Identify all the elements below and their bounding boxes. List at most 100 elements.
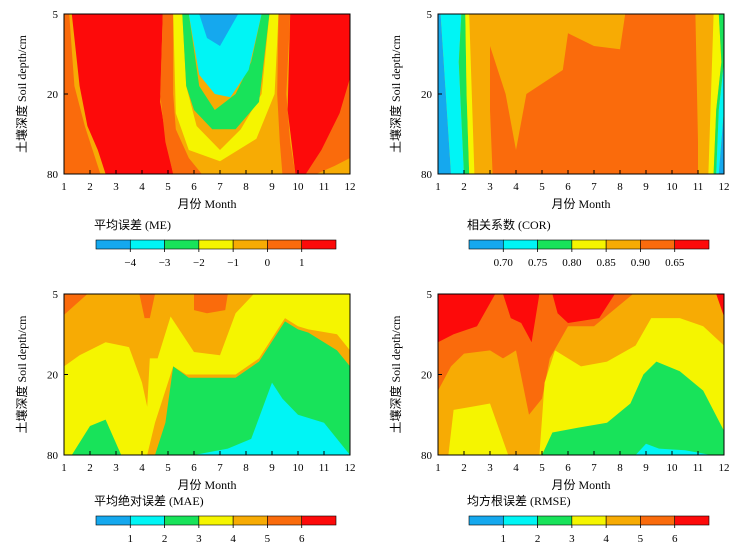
rmse-x-tick-label: 4 xyxy=(513,462,519,474)
cor-legend-swatch xyxy=(502,239,538,250)
cor-x-tick-label: 10 xyxy=(667,181,679,193)
cor-x-tick-label: 7 xyxy=(591,181,597,193)
me-legend-swatch xyxy=(129,239,165,250)
rmse-y-axis-label: 土壤深度 Soil depth/cm xyxy=(388,315,403,434)
mae-legend-label: 3 xyxy=(196,533,202,545)
mae-y-axis-label: 土壤深度 Soil depth/cm xyxy=(14,315,29,434)
rmse-legend-label: 5 xyxy=(638,533,644,545)
me-x-tick-label: 4 xyxy=(139,181,145,193)
mae-x-tick-label: 9 xyxy=(269,462,275,474)
me-x-tick-label: 12 xyxy=(345,181,356,193)
me-x-tick-label: 1 xyxy=(61,181,67,193)
cor-x-tick-label: 11 xyxy=(693,181,704,193)
rmse-x-tick-label: 8 xyxy=(617,462,623,474)
me-legend-swatch xyxy=(95,239,131,250)
me-legend-label: 1 xyxy=(299,257,305,269)
me-x-axis-label: 月份 Month xyxy=(177,197,236,211)
cor-y-tick-label: 20 xyxy=(421,89,433,101)
cor-x-tick-label: 8 xyxy=(617,181,623,193)
cor-contour-region-3 xyxy=(458,14,470,174)
me-x-tick-label: 10 xyxy=(293,181,305,193)
me-x-tick-label: 8 xyxy=(243,181,249,193)
rmse-contour-region-2 xyxy=(438,294,496,343)
me-x-tick-label: 11 xyxy=(319,181,330,193)
rmse-contour-region-8 xyxy=(542,361,724,455)
mae-legend-swatch xyxy=(198,515,234,526)
rmse-legend-swatch xyxy=(640,515,676,526)
mae-x-tick-label: 1 xyxy=(61,462,67,474)
me-contour-region-9 xyxy=(277,14,296,174)
me-legend-swatch xyxy=(198,239,234,250)
mae-legend-swatch xyxy=(267,515,303,526)
rmse-x-tick-label: 7 xyxy=(591,462,597,474)
cor-legend-label: 0.65 xyxy=(665,257,685,269)
rmse-x-tick-label: 3 xyxy=(487,462,493,474)
cor-contour-region-8 xyxy=(716,62,724,174)
rmse-legend-swatch xyxy=(605,515,641,526)
mae-legend-swatch xyxy=(164,515,200,526)
rmse-legend-swatch xyxy=(571,515,607,526)
me-x-tick-label: 2 xyxy=(87,181,93,193)
rmse-legend-swatch xyxy=(674,515,710,526)
cor-legend-swatch xyxy=(605,239,641,250)
me-contour-region-5 xyxy=(173,14,279,162)
mae-legend-swatch xyxy=(301,515,337,526)
mae-contour-region-3 xyxy=(194,294,228,314)
me-legend-label: 0 xyxy=(265,257,271,269)
mae-y-tick-label: 80 xyxy=(47,450,59,462)
mae-x-tick-label: 4 xyxy=(139,462,145,474)
mae-legend-label: 5 xyxy=(265,533,271,545)
cor-contour-region-5 xyxy=(490,14,698,174)
cor-legend-swatch xyxy=(468,239,504,250)
me-contour-region-6 xyxy=(182,14,270,130)
cor-x-tick-label: 3 xyxy=(487,181,493,193)
cor-legend-swatch xyxy=(571,239,607,250)
cor-legend-title: 相关系数 (COR) xyxy=(467,217,551,232)
cor-x-tick-label: 4 xyxy=(513,181,519,193)
rmse-x-tick-label: 1 xyxy=(435,462,441,474)
me-x-tick-label: 7 xyxy=(217,181,223,193)
rmse-legend-label: 6 xyxy=(672,533,678,545)
mae-y-tick-label: 5 xyxy=(53,289,59,301)
rmse-x-tick-label: 5 xyxy=(539,462,545,474)
me-legend-swatch xyxy=(267,239,303,250)
me-x-tick-label: 6 xyxy=(191,181,197,193)
mae-y-tick-label: 20 xyxy=(47,370,59,382)
mae-x-tick-label: 11 xyxy=(319,462,330,474)
cor-legend-label: 0.90 xyxy=(631,257,651,269)
me-legend-title: 平均误差 (ME) xyxy=(94,218,171,232)
rmse-legend-label: 2 xyxy=(535,533,541,545)
mae-legend-title: 平均绝对误差 (MAE) xyxy=(94,493,204,508)
rmse-x-tick-label: 12 xyxy=(719,462,730,474)
me-x-tick-label: 5 xyxy=(165,181,171,193)
cor-x-tick-label: 6 xyxy=(565,181,571,193)
cor-x-tick-label: 2 xyxy=(461,181,467,193)
mae-x-tick-label: 6 xyxy=(191,462,197,474)
cor-x-tick-label: 1 xyxy=(435,181,441,193)
me-y-tick-label: 80 xyxy=(47,169,59,181)
mae-x-tick-label: 7 xyxy=(217,462,223,474)
mae-contour-region-2 xyxy=(139,294,155,319)
mae-legend-label: 6 xyxy=(299,533,305,545)
cor-y-tick-label: 80 xyxy=(421,169,433,181)
mae-contour-region-5 xyxy=(71,419,122,455)
cor-x-tick-label: 9 xyxy=(643,181,649,193)
rmse-legend-swatch xyxy=(502,515,538,526)
cor-contour-region-9 xyxy=(718,110,724,174)
mae-contour-region-4 xyxy=(64,294,350,455)
me-legend-label: −4 xyxy=(124,257,136,269)
me-legend-swatch xyxy=(232,239,268,250)
me-y-axis-label: 土壤深度 Soil depth/cm xyxy=(14,34,29,153)
me-y-tick-label: 20 xyxy=(47,89,59,101)
rmse-y-tick-label: 5 xyxy=(427,289,433,301)
cor-contour-region-6 xyxy=(708,14,722,174)
cor-x-axis-label: 月份 Month xyxy=(551,197,610,211)
cor-legend-swatch xyxy=(674,239,710,250)
cor-y-axis-label: 土壤深度 Soil depth/cm xyxy=(388,34,403,153)
cor-legend-label: 0.85 xyxy=(597,257,617,269)
rmse-contour-region-4 xyxy=(552,294,615,323)
